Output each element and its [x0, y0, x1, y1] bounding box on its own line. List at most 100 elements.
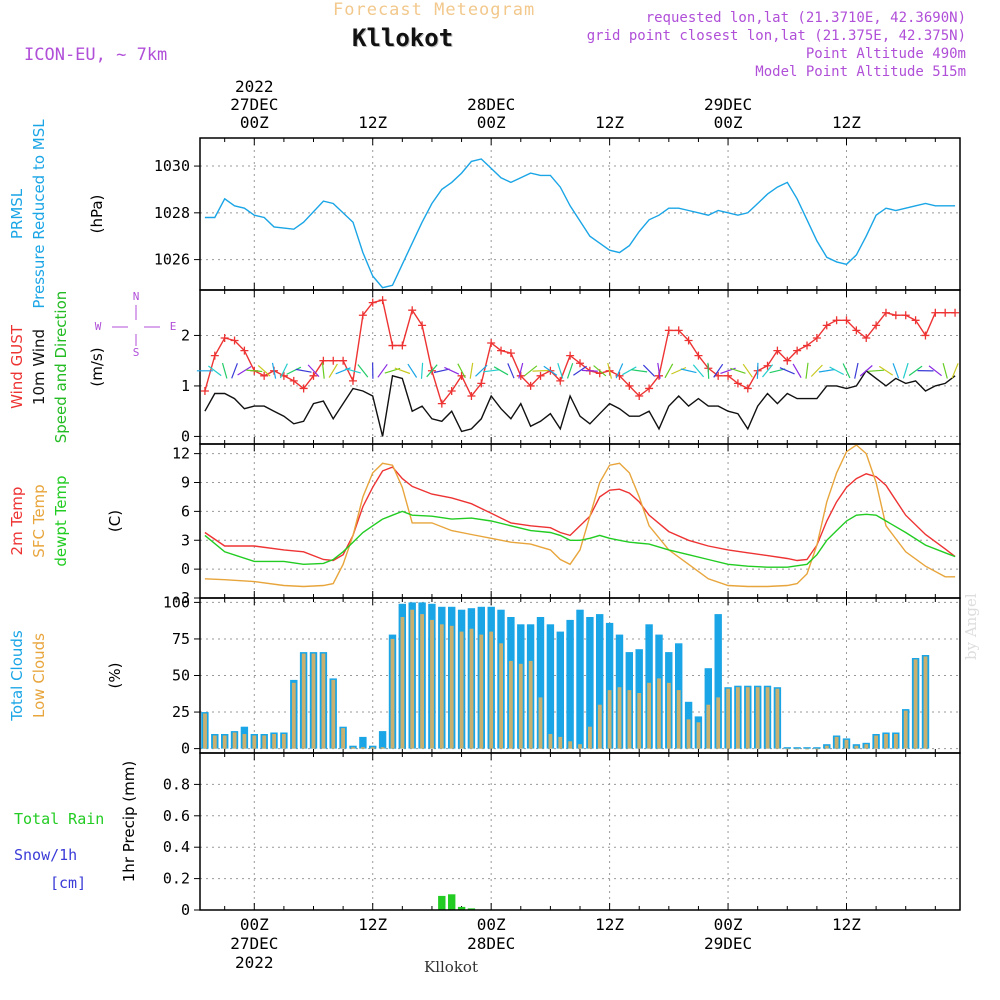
bar [676, 690, 681, 749]
wind-direction-arrow [769, 368, 786, 374]
gust-marker [822, 321, 831, 330]
series-line [204, 466, 956, 562]
bar [745, 687, 750, 749]
grid-point-coords: grid point closest lon,lat (21.375E, 42.… [586, 28, 966, 44]
wind-direction-arrow [507, 363, 515, 379]
panel-label: Snow/1h [14, 846, 77, 864]
bar [518, 663, 523, 749]
gust-marker [812, 333, 821, 342]
wind-direction-arrow [657, 362, 661, 379]
requested-coords: requested lon,lat (21.3710E, 42.3690N) [645, 10, 966, 26]
y-tick-label: 6 [181, 502, 190, 520]
bar [588, 726, 592, 749]
y-tick-label: 9 [181, 474, 190, 492]
top-time-label: 27DEC [230, 95, 278, 114]
wind-direction-arrow [680, 368, 697, 374]
bar [370, 747, 375, 749]
gust-marker [832, 316, 841, 325]
gust-marker [852, 326, 861, 335]
bar [390, 638, 395, 749]
compass-lines [112, 305, 160, 346]
wind-direction-arrow [557, 363, 564, 379]
footer-location: Kllokot [424, 958, 478, 976]
wind-direction-arrow [792, 363, 802, 379]
wind-direction-arrow [566, 363, 574, 379]
gust-marker [408, 306, 417, 315]
wind-direction-arrow [642, 364, 656, 377]
y-tick-label: 100 [163, 593, 190, 611]
panel-label: 10m Wind [30, 329, 48, 405]
bar [489, 631, 494, 749]
wind-direction-arrow [407, 363, 418, 378]
gust-marker [477, 379, 486, 388]
bar [301, 653, 306, 749]
top-time-label: 12Z [832, 113, 861, 132]
bottom-time-label: 12Z [595, 915, 624, 934]
bar [714, 614, 722, 749]
wind-direction-arrow [615, 363, 624, 379]
bar [824, 745, 829, 749]
compass-east: E [170, 320, 177, 333]
wind-direction-arrow [707, 362, 710, 379]
bar [272, 734, 276, 749]
bar [469, 628, 474, 749]
y-tick-label: 1 [181, 377, 190, 395]
wind-direction-arrow [543, 365, 558, 376]
gust-marker [398, 341, 407, 350]
wind-direction-arrow [762, 364, 774, 378]
wind-direction-arrow [878, 365, 894, 376]
bar [627, 690, 632, 749]
top-time-label: 00Z [714, 113, 743, 132]
compass-north: N [133, 290, 140, 303]
gust-marker [773, 346, 782, 355]
bar [430, 619, 434, 749]
y-tick-label: -3 [172, 589, 190, 607]
bar [262, 735, 267, 749]
y-tick-label: 0 [181, 560, 190, 578]
wind-direction-arrow [469, 362, 474, 379]
bar [556, 631, 564, 749]
bottom-time-label: 29DEC [704, 934, 752, 953]
bar [536, 617, 545, 749]
bar [359, 736, 367, 749]
wind-direction-arrow [902, 362, 909, 379]
gust-marker [220, 333, 229, 342]
bar [420, 614, 424, 749]
bar [775, 688, 780, 749]
gust-marker [941, 308, 950, 317]
gust-marker [566, 351, 575, 360]
bar [349, 745, 357, 749]
y-tick-label: 0 [181, 740, 190, 758]
wind-direction-arrow [524, 365, 538, 377]
series-line [204, 369, 956, 437]
gust-marker [951, 308, 960, 317]
top-time-label: 12Z [358, 113, 387, 132]
wind-direction-arrow [357, 364, 369, 378]
wind-direction-arrow [854, 362, 859, 379]
wind-direction-arrow [433, 368, 450, 374]
wind-direction-arrow [908, 365, 923, 376]
bar [566, 619, 574, 749]
y-tick-label: 25 [172, 703, 190, 721]
gust-marker [299, 384, 308, 393]
bar [696, 722, 701, 749]
y-tick-label: 0 [181, 901, 190, 919]
wind-direction-arrow [868, 369, 885, 372]
bar [380, 747, 385, 749]
bar [617, 687, 622, 749]
bar [448, 894, 456, 910]
gust-marker [506, 349, 515, 358]
gust-marker [901, 311, 910, 320]
wind-direction-arrow [394, 367, 411, 375]
bar [538, 697, 543, 749]
bar [894, 734, 898, 749]
bar [212, 735, 217, 749]
wind-direction-arrow [221, 362, 228, 379]
panel-label: Total Clouds [8, 630, 26, 722]
gust-marker [576, 359, 584, 368]
panel-frame [199, 137, 961, 291]
compass-west: W [95, 320, 102, 333]
bar [351, 747, 355, 749]
top-time-label: 12Z [595, 113, 624, 132]
y-tick-label: 12 [172, 445, 190, 463]
